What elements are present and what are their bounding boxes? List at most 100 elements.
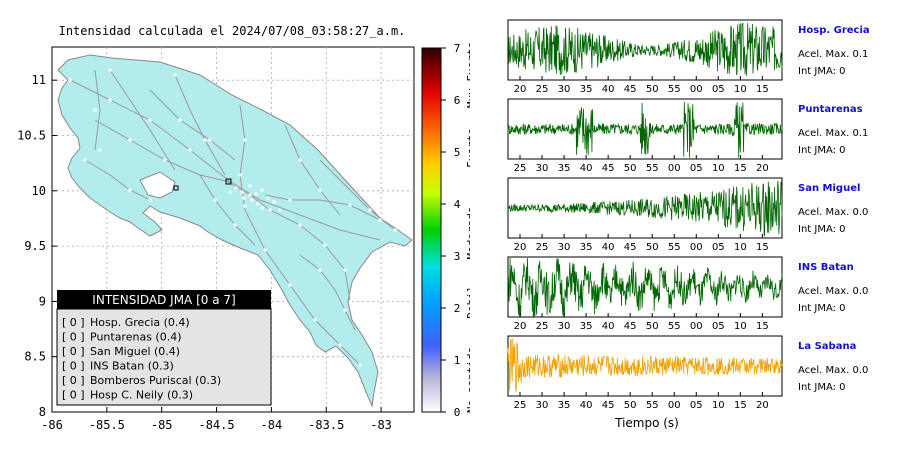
colorbar-category-label: Fuerte xyxy=(465,128,470,168)
station-acceleration: Acel. Max. 0.1 xyxy=(798,128,868,139)
city-dot xyxy=(213,198,217,202)
city-dot xyxy=(288,283,292,287)
x-tick-label: -84 xyxy=(261,418,283,432)
city-dot xyxy=(358,363,362,367)
legend-body xyxy=(56,308,272,406)
station-name: San Miguel xyxy=(798,183,860,194)
city-dot xyxy=(98,148,102,152)
city-dot xyxy=(240,190,244,194)
station-name: Puntarenas xyxy=(798,104,863,115)
colorbar-tick-label: 4 xyxy=(454,198,461,211)
time-tick-label: 35 xyxy=(580,321,593,332)
time-tick-label: 40 xyxy=(602,321,615,332)
time-tick-label: 55 xyxy=(668,84,681,95)
colorbar-tick-label: 7 xyxy=(454,42,461,55)
x-tick-label: -85 xyxy=(151,418,173,432)
city-dot xyxy=(256,202,260,206)
time-tick-label: 10 xyxy=(734,321,747,332)
road xyxy=(149,89,236,161)
time-tick-label: 05 xyxy=(712,242,725,253)
colorbar-tick-label: 3 xyxy=(454,250,461,263)
legend-title: INTENSIDAD JMA [0 a 7] xyxy=(92,293,235,307)
city-dot xyxy=(348,203,352,207)
city-dot xyxy=(243,204,247,208)
city-dot xyxy=(188,148,192,152)
seismogram-row: 20 25 30 35 40 45 50 55 00 05 10 15 INS Batan Acel. M… xyxy=(507,256,868,332)
city-dot xyxy=(128,188,132,192)
time-tick-label: 00 xyxy=(690,84,703,95)
time-tick-label: 40 xyxy=(580,400,593,411)
city-dot xyxy=(318,188,322,192)
road xyxy=(319,159,396,231)
legend-item-label: San Miguel (0.4) xyxy=(90,345,180,358)
city-dot xyxy=(178,118,182,122)
time-tick-label: 35 xyxy=(580,84,593,95)
x-tick-label: -83 xyxy=(370,418,392,432)
time-tick-label: 55 xyxy=(646,163,659,174)
city-dot xyxy=(263,248,267,252)
legend-item-label: Puntarenas (0.4) xyxy=(90,331,182,344)
time-tick-label: 50 xyxy=(624,163,637,174)
legend-item-label: Bomberos Puriscal (0.3) xyxy=(90,374,221,387)
time-tick-label: 20 xyxy=(756,163,769,174)
city-dot xyxy=(393,228,397,232)
city-dot xyxy=(254,192,258,196)
seismogram-trace xyxy=(507,22,783,76)
city-markers xyxy=(68,68,397,367)
colorbar-tick-label: 6 xyxy=(454,94,461,107)
time-tick-label: 35 xyxy=(558,400,571,411)
time-tick-label: 10 xyxy=(734,242,747,253)
time-tick-label: 30 xyxy=(536,163,549,174)
city-dot xyxy=(272,200,276,204)
legend-item-value: [ 0 ] xyxy=(62,316,85,329)
y-tick-label: 11 xyxy=(32,73,46,87)
road xyxy=(94,69,101,151)
time-tick-label: 20 xyxy=(514,242,527,253)
city-dot xyxy=(343,308,347,312)
seismogram-trace xyxy=(507,257,783,317)
city-dot xyxy=(260,188,264,192)
city-dot xyxy=(338,343,342,347)
time-tick-label: 40 xyxy=(602,242,615,253)
city-dot xyxy=(233,223,237,227)
time-tick-label: 25 xyxy=(536,242,549,253)
time-tick-label: 30 xyxy=(558,321,571,332)
legend-header xyxy=(57,290,271,309)
time-tick-label: 30 xyxy=(536,400,549,411)
colorbar-tick-label: 1 xyxy=(454,354,461,367)
legend-item-value: [ 0 ] xyxy=(62,374,85,387)
station-name: La Sabana xyxy=(798,341,856,352)
time-tick-label: 25 xyxy=(536,321,549,332)
seismogram-row: 20 25 30 35 40 45 50 55 00 05 10 15 San Miguel Acel. … xyxy=(507,177,868,253)
station-intensity: Int JMA: 0 xyxy=(798,382,846,393)
time-tick-label: 50 xyxy=(646,321,659,332)
city-dot xyxy=(250,198,254,202)
time-tick-label: 45 xyxy=(602,163,615,174)
x-tick-label: -85.5 xyxy=(89,418,125,432)
station-intensity: Int JMA: 0 xyxy=(798,303,846,314)
legend-item-label: INS Batan (0.3) xyxy=(90,360,174,373)
time-tick-label: 55 xyxy=(668,321,681,332)
city-dot xyxy=(313,318,317,322)
city-dot xyxy=(266,196,270,200)
road xyxy=(299,254,356,331)
legend-item-label: Hosp. Grecia (0.4) xyxy=(90,316,190,329)
seismogram-trace xyxy=(507,338,783,393)
city-dot xyxy=(242,196,246,200)
station-acceleration: Acel. Max. 0.0 xyxy=(798,286,868,297)
station-name: Hosp. Grecia xyxy=(798,25,870,36)
colorbar-category-label: Muy Fuerte xyxy=(465,42,470,108)
city-dot xyxy=(203,138,207,142)
station-intensity: Int JMA: 0 xyxy=(798,66,846,77)
seismogram-row: 25 30 35 40 45 50 55 00 05 10 15 20 Puntarenas Acel. … xyxy=(507,98,868,174)
road xyxy=(174,74,226,176)
legend-item-value: [ 0 ] xyxy=(62,331,85,344)
time-tick-label: 25 xyxy=(514,163,527,174)
time-axis-label: Tiempo (s) xyxy=(614,416,679,430)
time-tick-label: 10 xyxy=(712,400,725,411)
epicenter-marker xyxy=(225,178,232,185)
time-tick-label: 10 xyxy=(734,84,747,95)
city-dot xyxy=(108,98,112,102)
city-dot xyxy=(260,206,264,210)
time-tick-label: 55 xyxy=(646,400,659,411)
